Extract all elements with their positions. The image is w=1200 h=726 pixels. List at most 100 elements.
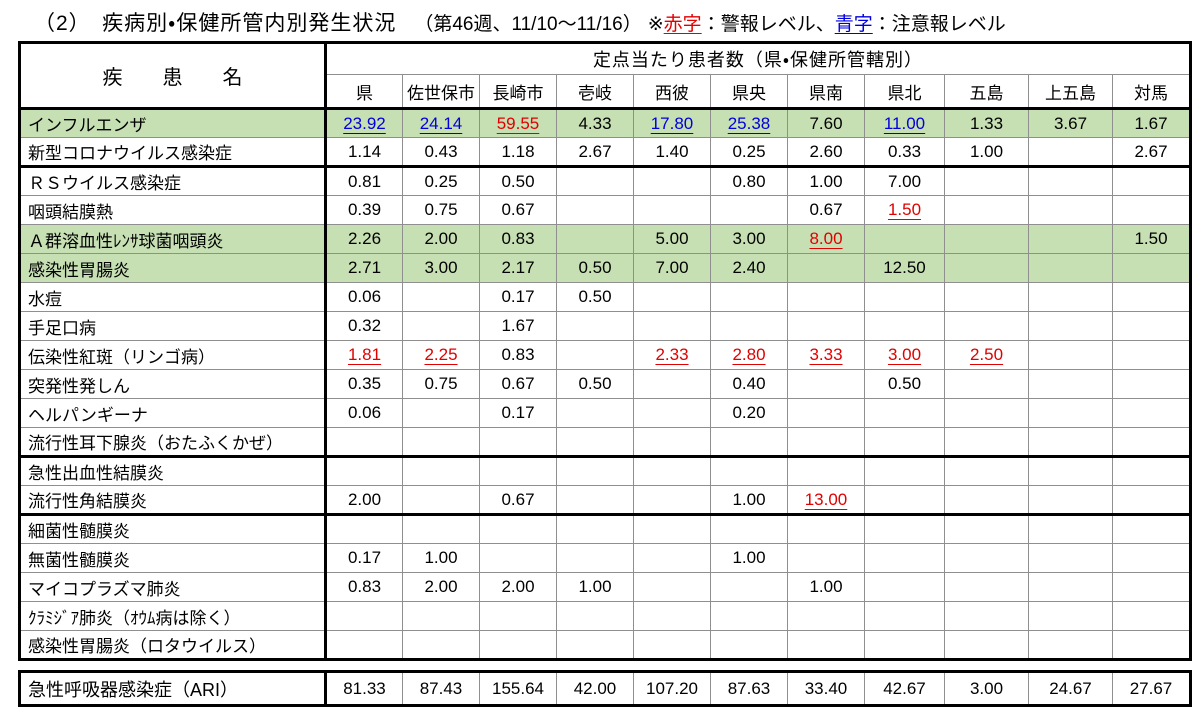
disease-name: 流行性耳下腺炎（おたふくかぜ）: [19, 427, 327, 457]
disease-name: Ａ群溶血性ﾚﾝｻ球菌咽頭炎: [19, 224, 327, 254]
value-cell: 0.40: [710, 369, 788, 399]
value-cell: [1028, 137, 1113, 167]
value-cell: [556, 398, 634, 428]
value-cell: 0.50: [556, 369, 634, 399]
value-cell: [1112, 455, 1191, 486]
value-cell: [1028, 485, 1113, 515]
value-cell: 27.67: [1112, 671, 1191, 706]
value-cell: [556, 543, 634, 573]
disease-name: マイコプラズマ肺炎: [19, 572, 327, 602]
value-cell: [1028, 398, 1113, 428]
value-cell: 17.80: [633, 108, 711, 138]
disease-name: インフルエンザ: [19, 108, 327, 138]
value-cell: 0.50: [479, 165, 557, 196]
value-cell: [944, 572, 1029, 602]
value-cell: [1112, 543, 1191, 573]
value-cell: 3.00: [864, 340, 945, 370]
value-cell: [633, 455, 711, 486]
value-cell: 1.18: [479, 137, 557, 167]
value-cell: 2.00: [479, 572, 557, 602]
table-row: 流行性耳下腺炎（おたふくかぜ）: [19, 427, 1191, 457]
table-row: 感染性胃腸炎（ロタウイルス）: [19, 630, 1191, 660]
value-cell: [633, 543, 711, 573]
value-cell: [402, 311, 480, 341]
disease-name: ヘルパンギーナ: [19, 398, 327, 428]
value-cell: [944, 369, 1029, 399]
value-cell: 0.25: [710, 137, 788, 167]
table-row: 細菌性髄膜炎: [19, 513, 1191, 544]
value-cell: 0.75: [402, 195, 480, 225]
value-cell: 0.67: [479, 369, 557, 399]
value-cell: [787, 311, 865, 341]
value-cell: [402, 427, 480, 457]
value-cell: [633, 572, 711, 602]
value-cell: [325, 630, 403, 660]
value-cell: [633, 165, 711, 196]
value-cell: [710, 311, 788, 341]
value-cell: 2.00: [325, 485, 403, 515]
value-cell: 1.40: [633, 137, 711, 167]
value-cell: 2.26: [325, 224, 403, 254]
disease-name: ｸﾗﾐｼﾞｱ肺炎（ｵｳﾑ病は除く）: [19, 601, 327, 631]
value-cell: 5.00: [633, 224, 711, 254]
disease-table-body: インフルエンザ 23.92 24.14 59.55 4.33 17.80 25.38 7.60…: [19, 108, 1191, 660]
value-cell: [787, 630, 865, 660]
value-cell: 7.00: [864, 165, 945, 196]
disease-name: 水痘: [19, 282, 327, 312]
page-title: （2） 疾病別・保健所管内別発生状況: [34, 12, 397, 35]
value-cell: 7.00: [633, 253, 711, 283]
value-cell: 23.92: [325, 108, 403, 138]
value-cell: [1112, 513, 1191, 544]
value-cell: [1028, 282, 1113, 312]
value-cell: 0.25: [402, 165, 480, 196]
value-cell: 2.25: [402, 340, 480, 370]
value-cell: 1.50: [1112, 224, 1191, 254]
value-cell: [556, 195, 634, 225]
disease-name: 急性呼吸器感染症（ARI）: [19, 671, 327, 706]
value-cell: [1028, 224, 1113, 254]
value-cell: 0.35: [325, 369, 403, 399]
value-cell: [864, 630, 945, 660]
title-line: （2） 疾病別・保健所管内別発生状況 （第46週、11/10～11/16） ※赤…: [0, 0, 1200, 41]
value-cell: [402, 398, 480, 428]
value-cell: 1.00: [710, 543, 788, 573]
value-cell: 33.40: [787, 671, 865, 706]
value-cell: [1028, 253, 1113, 283]
value-cell: 7.60: [787, 108, 865, 138]
report-period: （第46週、11/10～11/16）: [414, 14, 642, 35]
value-cell: [1028, 165, 1113, 196]
value-cell: [864, 485, 945, 515]
value-cell: 0.50: [864, 369, 945, 399]
ari-table-body: 急性呼吸器感染症（ARI） 81.33 87.43 155.64 42.00 107.20…: [19, 671, 1191, 706]
value-cell: 25.38: [710, 108, 788, 138]
value-cell: [325, 513, 403, 544]
value-cell: [1028, 543, 1113, 573]
value-cell: [864, 282, 945, 312]
value-cell: 1.00: [787, 165, 865, 196]
value-cell: [633, 427, 711, 457]
table-row: 急性呼吸器感染症（ARI） 81.33 87.43 155.64 42.00 107.20…: [19, 671, 1191, 706]
value-cell: 1.00: [402, 543, 480, 573]
column-header: 県: [325, 74, 403, 110]
value-cell: [402, 282, 480, 312]
value-cell: [864, 311, 945, 341]
value-cell: [556, 224, 634, 254]
table-row: 急性出血性結膜炎: [19, 455, 1191, 486]
value-cell: 0.06: [325, 282, 403, 312]
value-cell: [556, 485, 634, 515]
legend-blue-label: 青字: [834, 14, 873, 35]
value-cell: 0.20: [710, 398, 788, 428]
value-cell: [1112, 253, 1191, 283]
disease-by-region-table: 疾 患 名 定点当たり患者数（県・保健所管轄別） 県佐世保市 長崎市 壱岐 西彼 県央県…: [18, 41, 1192, 661]
table-row: ｸﾗﾐｼﾞｱ肺炎（ｵｳﾑ病は除く）: [19, 601, 1191, 631]
value-cell: 24.14: [402, 108, 480, 138]
value-cell: 3.00: [402, 253, 480, 283]
value-cell: [864, 224, 945, 254]
value-cell: [325, 427, 403, 457]
column-header-row: 県佐世保市 長崎市 壱岐 西彼 県央 県南 県北 五島 上五島 対馬: [20, 74, 1191, 110]
legend-red-desc: ：警報レベル、: [701, 14, 835, 35]
value-cell: [633, 282, 711, 312]
value-cell: [479, 543, 557, 573]
column-header: 五島: [944, 74, 1029, 110]
